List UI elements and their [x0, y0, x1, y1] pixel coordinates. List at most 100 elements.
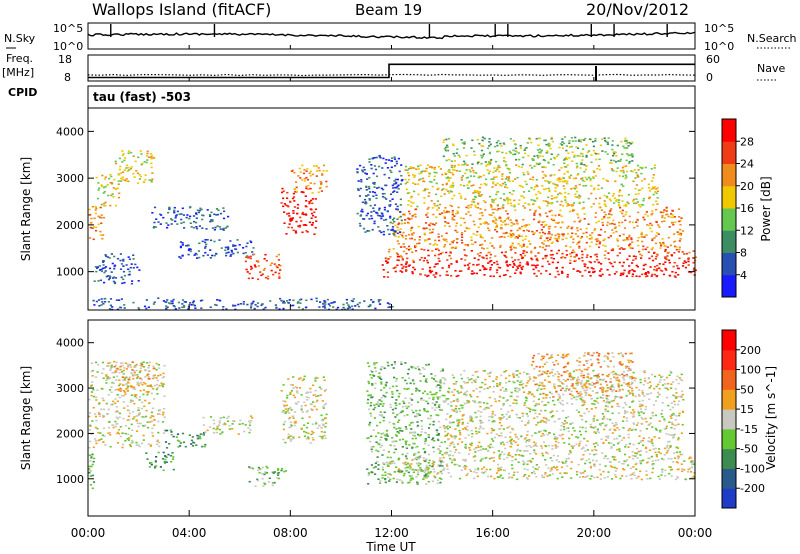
echo-cell — [532, 470, 536, 473]
echo-cell — [506, 200, 509, 202]
echo-cell — [480, 145, 483, 147]
echo-cell — [405, 428, 408, 430]
echo-cell — [684, 478, 688, 481]
echo-cell — [150, 415, 153, 417]
echo-cell — [390, 171, 393, 174]
echo-cell — [670, 371, 673, 374]
echo-cell — [357, 305, 361, 308]
echo-cell — [628, 265, 631, 267]
echo-cell — [452, 240, 455, 242]
echo-cell — [490, 206, 493, 208]
echo-cell — [289, 421, 293, 423]
echo-cell — [298, 306, 301, 309]
echo-cell — [136, 374, 139, 376]
echo-cell — [113, 282, 117, 285]
echo-cell — [619, 160, 622, 162]
echo-cell — [400, 256, 403, 258]
echo-cell — [98, 187, 101, 189]
echo-cell — [492, 212, 495, 214]
echo-cell — [139, 175, 142, 178]
echo-cell — [577, 241, 580, 244]
echo-cell — [547, 145, 551, 147]
echo-cell — [112, 196, 115, 198]
echo-cell — [104, 201, 107, 204]
echo-cell — [425, 464, 428, 467]
echo-cell — [513, 199, 516, 202]
echo-cell — [369, 404, 372, 407]
echo-cell — [669, 244, 672, 247]
echo-cell — [452, 152, 455, 155]
echo-cell — [477, 176, 480, 179]
echo-cell — [409, 237, 412, 240]
echo-cell — [312, 214, 315, 217]
echo-cell — [531, 158, 534, 160]
echo-cell — [383, 196, 386, 199]
echo-cell — [127, 439, 130, 441]
echo-cell — [147, 156, 151, 159]
echo-cell — [169, 302, 172, 305]
echo-cell — [321, 400, 324, 402]
echo-cell — [441, 394, 444, 397]
echo-cell — [128, 258, 131, 260]
echo-cell — [668, 259, 671, 262]
echo-cell — [127, 433, 130, 436]
echo-cell — [364, 231, 367, 233]
echo-cell — [212, 431, 216, 434]
echo-cell — [145, 409, 148, 412]
echo-cell — [312, 439, 315, 441]
echo-cell — [359, 164, 362, 167]
echo-cell — [437, 439, 440, 441]
echo-cell — [356, 212, 359, 215]
echo-cell — [164, 441, 168, 443]
echo-cell — [129, 445, 132, 447]
echo-cell — [491, 201, 494, 203]
echo-cell — [533, 272, 536, 275]
echo-cell — [125, 178, 128, 180]
echo-cell — [593, 465, 596, 467]
echo-cell — [560, 466, 564, 469]
echo-cell — [413, 268, 416, 271]
echo-cell — [141, 383, 144, 386]
echo-cell — [554, 226, 557, 228]
echo-cell — [124, 440, 127, 442]
echo-cell — [417, 469, 420, 471]
echo-cell — [687, 258, 690, 261]
echo-cell — [264, 306, 267, 309]
echo-cell — [454, 247, 457, 249]
echo-cell — [313, 233, 316, 235]
echo-cell — [461, 164, 464, 166]
echo-cell — [405, 252, 408, 255]
echo-cell — [605, 205, 608, 208]
echo-cell — [122, 384, 125, 386]
echo-cell — [580, 458, 583, 461]
echo-cell — [178, 307, 181, 309]
echo-cell — [592, 140, 595, 143]
echo-cell — [109, 276, 112, 278]
echo-cell — [582, 185, 585, 187]
echo-cell — [679, 453, 682, 456]
echo-cell — [493, 208, 496, 211]
echo-cell — [290, 424, 293, 427]
echo-cell — [415, 245, 418, 248]
echo-cell — [544, 257, 547, 259]
echo-cell — [370, 164, 373, 166]
echo-cell — [566, 465, 569, 467]
echo-cell — [670, 216, 673, 219]
echo-cell — [526, 142, 529, 144]
echo-cell — [641, 248, 645, 251]
echo-cell — [635, 171, 638, 174]
echo-cell — [102, 234, 105, 236]
echo-cell — [482, 200, 485, 202]
echo-cell — [625, 275, 628, 277]
echo-cell — [498, 469, 501, 471]
echo-cell — [94, 212, 97, 215]
echo-cell — [687, 468, 690, 471]
echo-cell — [416, 388, 419, 391]
echo-cell — [628, 272, 631, 274]
echo-cell — [585, 227, 588, 230]
echo-cell — [383, 411, 386, 414]
echo-cell — [403, 246, 406, 248]
echo-cell — [130, 166, 133, 168]
echo-cell — [91, 205, 94, 208]
echo-cell — [151, 435, 154, 437]
